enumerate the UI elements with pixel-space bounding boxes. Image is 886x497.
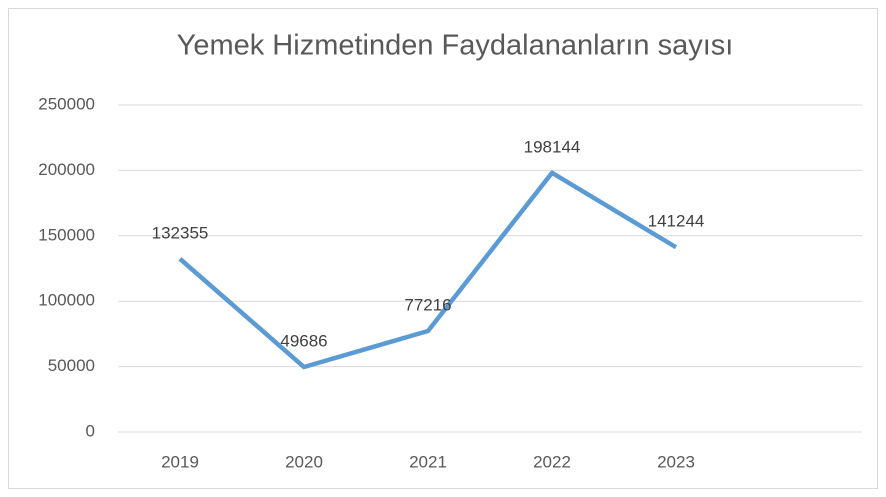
data-label: 132355: [152, 223, 209, 242]
data-label: 77216: [404, 295, 451, 314]
data-label: 49686: [280, 331, 327, 350]
y-tick-label: 100000: [38, 291, 95, 310]
chart-border: [8, 8, 878, 489]
y-tick-label: 200000: [38, 160, 95, 179]
chart-title: Yemek Hizmetinden Faydalananların sayısı: [177, 30, 734, 62]
data-label: 141244: [648, 212, 705, 231]
x-tick-label: 2023: [657, 452, 695, 471]
x-tick-label: 2022: [533, 452, 571, 471]
x-tick-label: 2020: [285, 452, 323, 471]
data-label: 198144: [524, 137, 581, 156]
line-series: [178, 170, 678, 370]
y-tick-label: 50000: [48, 356, 95, 375]
y-tick-label: 150000: [38, 225, 95, 244]
y-tick-label: 250000: [38, 94, 95, 113]
x-tick-label: 2019: [161, 452, 199, 471]
y-tick-label: 0: [86, 421, 95, 440]
x-tick-label: 2021: [409, 452, 447, 471]
